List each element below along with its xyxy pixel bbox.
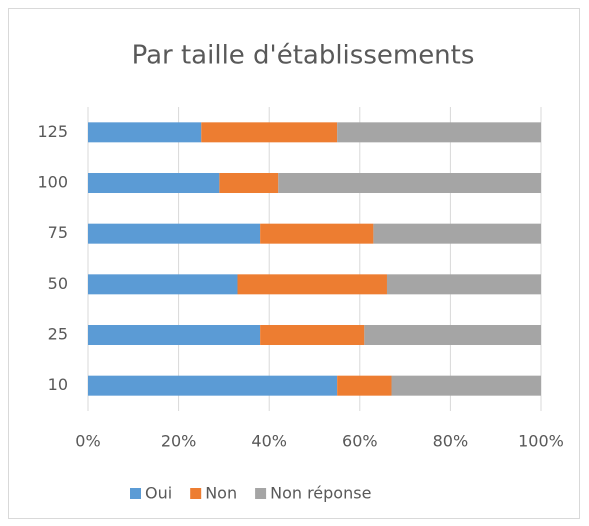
bar-segment	[88, 274, 238, 295]
x-tick-label: 80%	[433, 432, 469, 451]
bar-segment	[88, 375, 338, 396]
legend-swatch	[255, 488, 267, 499]
bar-segment	[201, 122, 338, 143]
y-tick-label: 50	[48, 274, 68, 293]
bar-segment	[219, 173, 279, 193]
legend-label: Non	[205, 484, 237, 503]
x-tick-label: 60%	[342, 432, 378, 451]
bar-segment	[364, 325, 541, 345]
x-tick-label: 100%	[518, 432, 564, 451]
x-tick-label: 40%	[251, 432, 287, 451]
bar-segment	[260, 223, 374, 244]
chart-title: Par taille d'établissements	[132, 41, 475, 71]
bar-segment	[260, 325, 365, 345]
legend-label: Non réponse	[270, 484, 371, 503]
bar-segment	[88, 122, 202, 143]
bar-segment	[373, 223, 541, 244]
y-tick-label: 125	[37, 122, 68, 141]
bar-segment	[88, 223, 261, 244]
legend-swatch	[130, 488, 141, 499]
bar-segment	[337, 375, 392, 396]
y-tick-label: 100	[37, 173, 68, 192]
y-tick-label: 10	[48, 375, 68, 394]
x-tick-label: 20%	[161, 432, 197, 451]
y-tick-label: 25	[48, 325, 68, 344]
bar-segment	[391, 375, 541, 396]
chart-frame	[8, 8, 580, 519]
legend-swatch	[190, 488, 202, 499]
bar-segment	[337, 122, 541, 143]
bar-segment	[88, 173, 220, 193]
x-tick-label: 0%	[75, 432, 100, 451]
y-tick-label: 75	[48, 223, 68, 242]
bar-segment	[386, 274, 541, 295]
bar-segment	[237, 274, 387, 295]
bar-segment	[278, 173, 541, 193]
bar-segment	[88, 325, 261, 345]
legend-label: Oui	[145, 484, 172, 503]
